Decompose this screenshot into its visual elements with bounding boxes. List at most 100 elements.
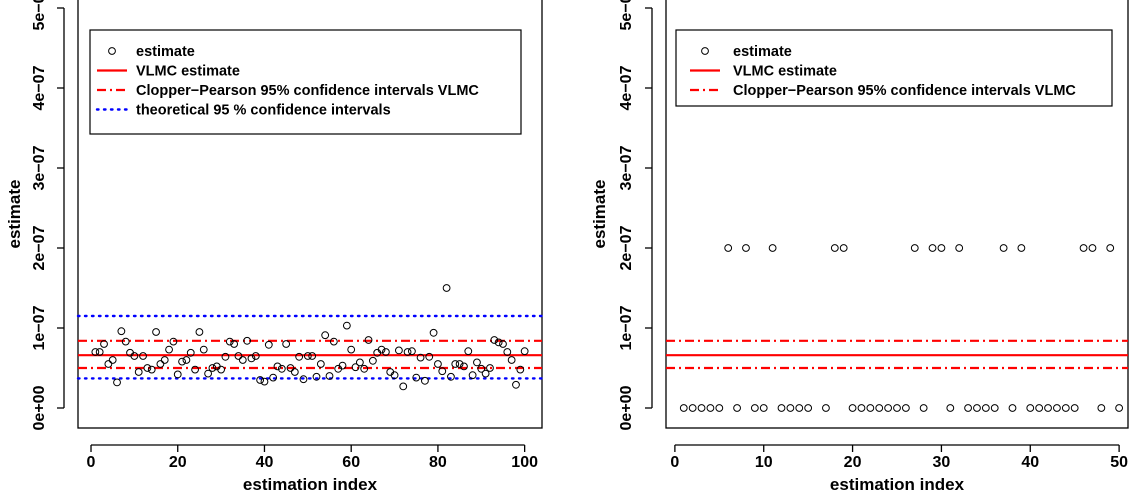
data-point (368, 356, 377, 365)
data-point (399, 382, 408, 391)
y-tick-label: 4e−07 (618, 65, 635, 110)
data-point (1106, 244, 1115, 252)
data-point (277, 364, 286, 373)
plot-frame (665, 0, 1129, 429)
data-point (351, 363, 360, 372)
data-point (208, 364, 217, 372)
data-point (403, 348, 412, 356)
data-point (408, 347, 416, 356)
y-axis-title: estimate (5, 180, 24, 249)
x-axis-title: estimation index (830, 475, 965, 494)
data-point (95, 348, 104, 356)
data-point (724, 244, 733, 252)
data-point (697, 404, 706, 412)
left-chart-panel: 0 20 40 60 80 100 0e+00 1e−07 2e−07 3e−07 4e−07 5e−… (5, 0, 544, 494)
data-point (1088, 244, 1097, 252)
data-point (191, 365, 199, 374)
data-point (486, 364, 494, 372)
data-point (490, 336, 499, 344)
x-tick-label: 60 (342, 454, 360, 471)
data-point (786, 404, 795, 412)
data-point (1070, 404, 1079, 412)
data-point (360, 364, 369, 373)
data-point (178, 357, 186, 366)
x-tick-label: 30 (933, 454, 951, 471)
data-point (946, 404, 955, 412)
data-point (130, 352, 139, 360)
data-point (113, 378, 121, 387)
data-point (108, 356, 117, 364)
data-point (857, 404, 866, 412)
data-point (981, 404, 990, 412)
right-chart-panel: 0 10 20 30 40 50 0e+00 1e−07 2e−07 3e−07 4e−07 5e−0… (590, 0, 1129, 494)
data-point (91, 348, 100, 356)
y-tick-label: 5e−07 (618, 0, 635, 30)
legend-label: Clopper−Pearson 95% confidence intervals… (136, 83, 479, 99)
data-point (381, 348, 390, 356)
y-tick-label: 2e−07 (31, 225, 48, 270)
data-point (901, 404, 910, 412)
y-tick-label: 0e+00 (618, 385, 635, 430)
data-point (303, 352, 312, 360)
data-point (217, 365, 226, 374)
data-point (999, 244, 1008, 252)
data-point (455, 360, 464, 368)
legend-box (89, 29, 522, 135)
data-point (750, 404, 759, 412)
y-tick-label: 2e−07 (618, 225, 635, 270)
data-point (1017, 244, 1026, 252)
data-point (156, 360, 165, 368)
data-point (273, 362, 282, 371)
data-point (481, 369, 490, 378)
y-tick-label: 5e−07 (31, 0, 48, 30)
data-point (104, 360, 113, 368)
data-point (839, 244, 848, 252)
x-tick-label: 0 (87, 454, 96, 471)
legend-label: estimate (733, 44, 792, 60)
data-point (1079, 244, 1088, 252)
data-point (199, 345, 208, 354)
data-point (173, 370, 182, 379)
data-point (182, 356, 191, 364)
x-tick-label: 100 (511, 454, 538, 471)
data-point (230, 340, 239, 348)
data-point (260, 377, 269, 386)
data-point (143, 364, 152, 372)
data-point (512, 380, 520, 389)
data-point (893, 404, 901, 412)
data-point (706, 404, 715, 412)
data-point (429, 328, 438, 337)
data-point (1097, 404, 1106, 412)
data-point (186, 348, 195, 357)
data-point (679, 404, 688, 412)
data-point (234, 352, 243, 360)
data-point (416, 353, 425, 362)
data-point (256, 376, 265, 384)
data-point (473, 358, 481, 367)
data-point (321, 331, 330, 340)
data-point (460, 362, 468, 371)
data-point (477, 364, 486, 373)
data-point (342, 321, 351, 330)
x-tick-label: 40 (1021, 454, 1039, 471)
x-tick-label: 40 (256, 454, 274, 471)
data-point (338, 361, 347, 370)
data-point (1053, 404, 1061, 412)
data-point (990, 404, 999, 412)
data-point (742, 244, 750, 252)
data-point (1026, 404, 1035, 412)
data-point (688, 404, 697, 412)
data-point (516, 365, 525, 374)
data-point (1008, 404, 1017, 412)
data-point (169, 337, 178, 346)
legend-label: Clopper−Pearson 95% confidence intervals… (733, 83, 1076, 99)
x-tick-label: 80 (429, 454, 447, 471)
legend-label: theoretical 95 % confidence intervals (136, 103, 391, 119)
data-point (503, 348, 512, 356)
data-point (195, 328, 204, 336)
data-point (1061, 404, 1070, 412)
data-point (290, 368, 299, 376)
data-point (204, 369, 212, 378)
data-point (468, 371, 477, 380)
